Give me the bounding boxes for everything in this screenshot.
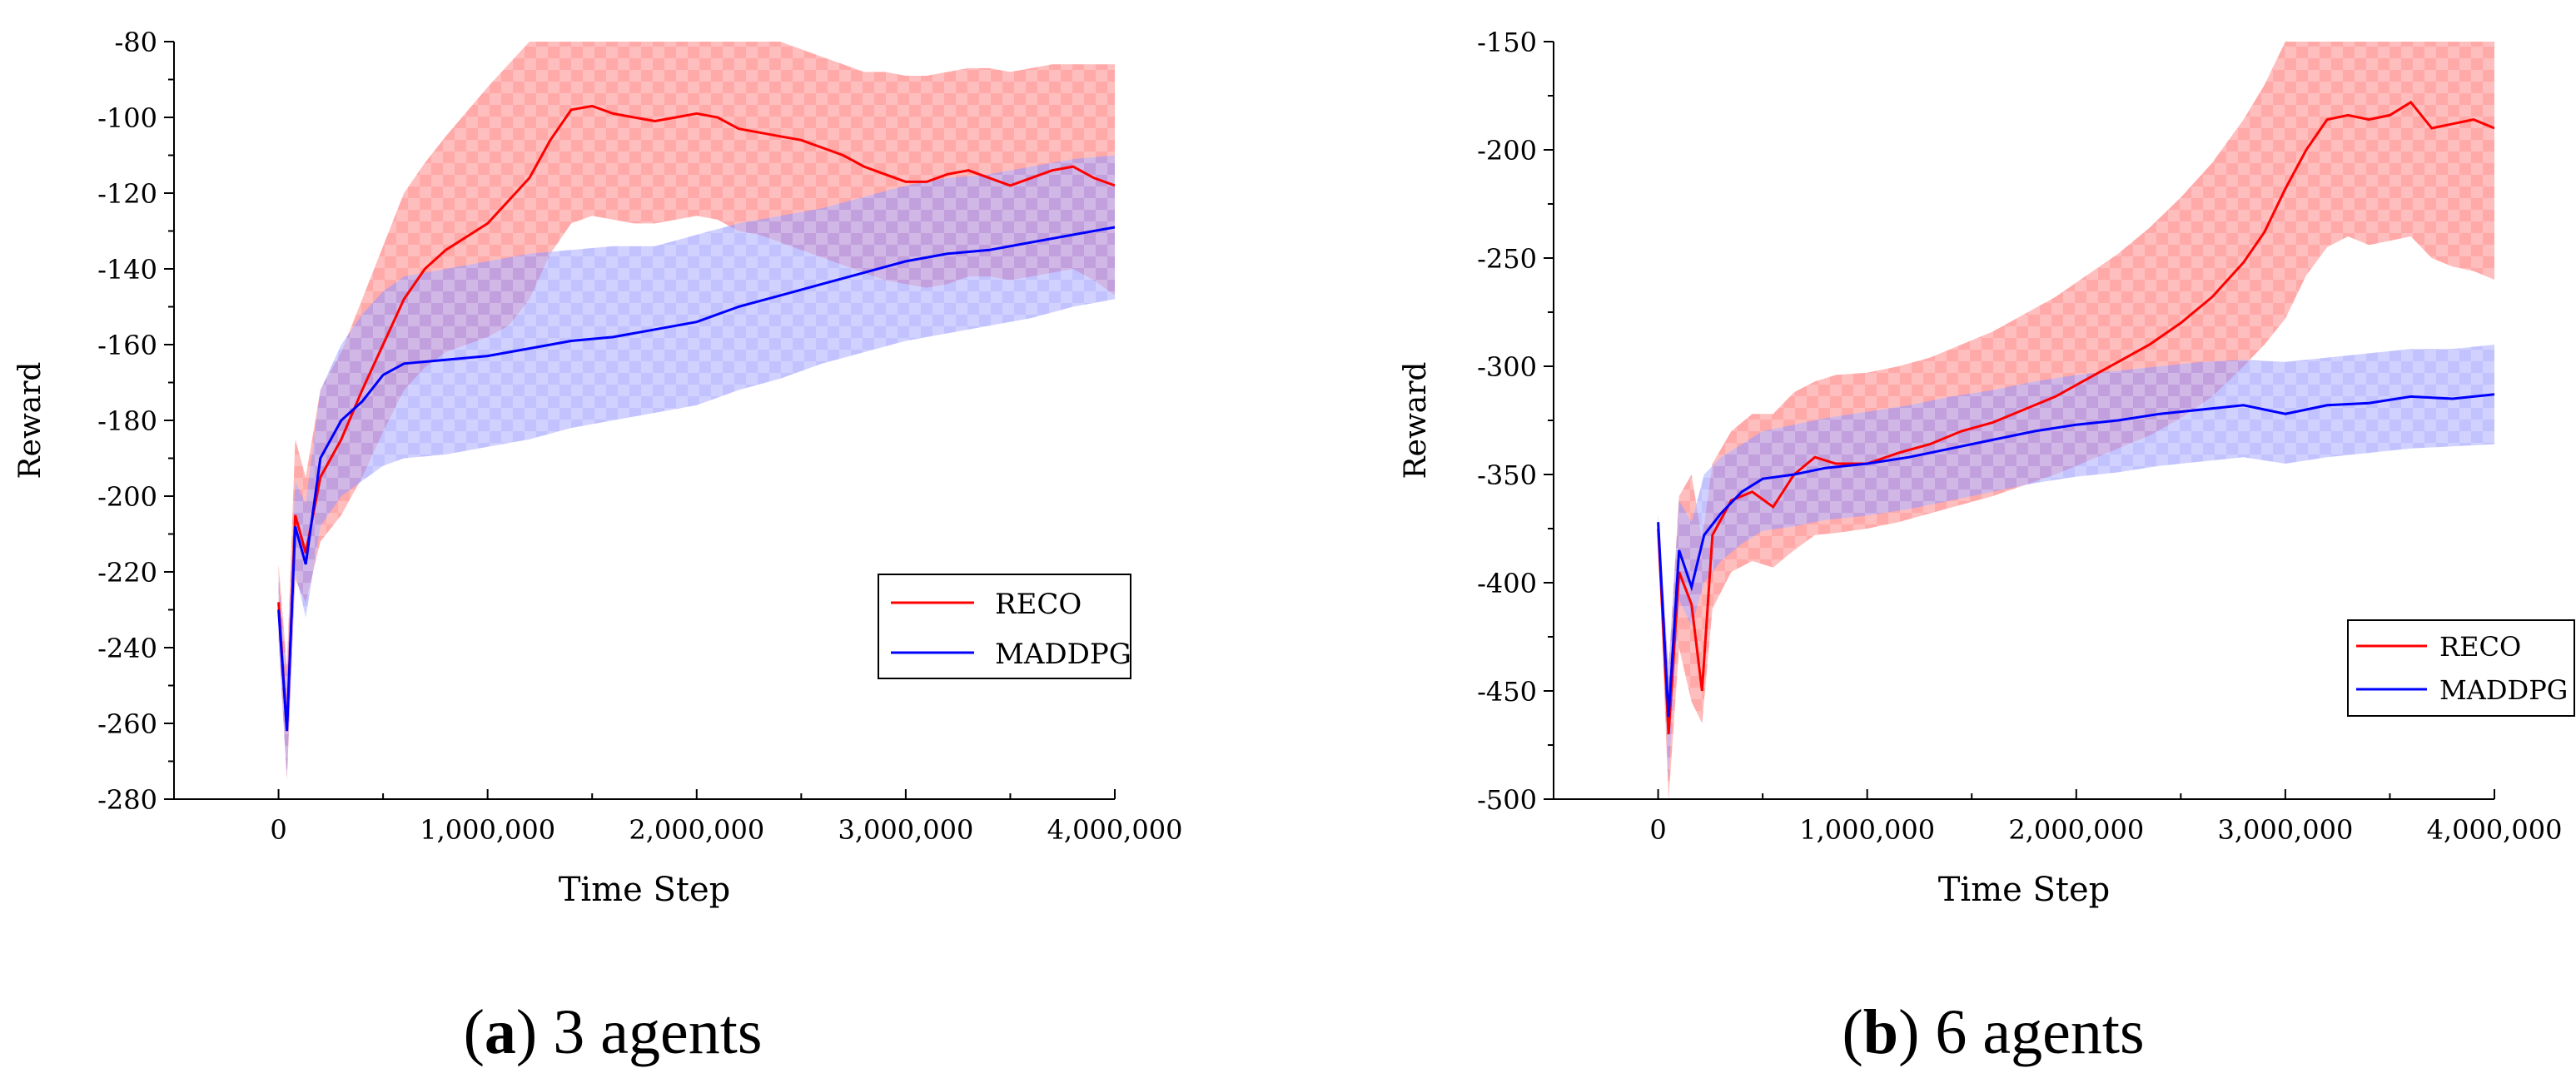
panel-a: -280 -260 -240 -220 -200 -180 -160 -140 -120 -100… [13, 27, 1183, 1067]
panel-b-y-tick-label: -200 [1477, 135, 1537, 166]
panel-b-maddpg-line [1657, 393, 2494, 718]
panel-b-x-ticks: 0 1,000,000 2,000,000 3,000,000 4,000,000 [1553, 789, 2563, 846]
panel-b-x-tick-label: 1,000,000 [1799, 814, 1935, 846]
panel-a-reco-line [277, 104, 1115, 732]
panel-b-x-tick-label: 4,000,000 [2427, 814, 2563, 846]
panel-b-x-tick-label: 2,000,000 [2008, 814, 2144, 846]
panel-a-caption-letter: a [485, 997, 516, 1067]
panel-b-y-ticks: -500 -450 -400 -350 -300 -250 -200 -150 [1477, 27, 1554, 816]
panel-a-x-tick-label: 4,000,000 [1047, 814, 1183, 846]
panel-b-legend-box [2347, 619, 2575, 717]
panel-a-legend-maddpg-label: MADDPG [995, 638, 1131, 671]
panel-b-y-tick-label: -450 [1477, 676, 1537, 708]
panel-a-y-tick-label: -180 [97, 405, 157, 437]
panel-a-y-tick-label: -160 [97, 330, 157, 361]
panel-b-legend: RECO MADDPG [2347, 619, 2575, 717]
panel-a-y-tick-label: -120 [97, 178, 157, 210]
panel-a-xlabel: Time Step [559, 871, 731, 909]
panel-b-reco-line [1657, 100, 2494, 735]
panel-b-y-tick-label: -300 [1477, 351, 1537, 383]
panel-a-y-tick-label: -280 [97, 784, 157, 816]
panel-a-maddpg-band [278, 155, 1115, 777]
panel-b-y-tick-label: -250 [1477, 243, 1537, 275]
panel-a-legend-box [878, 574, 1131, 679]
panel-a-legend: RECO MADDPG [878, 574, 1131, 679]
panel-b-legend-reco-label: RECO [2439, 631, 2521, 663]
panel-b-ylabel: Reward [1399, 362, 1433, 479]
panel-a-y-ticks: -280 -260 -240 -220 -200 -180 -160 -140 -120 -100… [97, 27, 174, 816]
panel-b-x-tick-label: 0 [1649, 814, 1666, 846]
panel-a-caption-text: 3 agents [537, 997, 762, 1067]
panel-a-y-tick-label: -240 [97, 633, 157, 664]
panel-b-maddpg-band [1658, 345, 2494, 777]
panel-a-y-tick-label: -140 [97, 254, 157, 286]
panel-a-x-ticks: 0 1,000,000 2,000,000 3,000,000 4,000,000 [173, 789, 1183, 846]
panel-a-x-tick-label: 0 [270, 814, 286, 846]
panel-b-bands [1658, 42, 2494, 799]
panel-b-legend-maddpg-label: MADDPG [2439, 674, 2568, 706]
panel-a-maddpg-line [277, 226, 1115, 732]
panel-a-x-tick-label: 2,000,000 [629, 814, 764, 846]
panel-a-y-tick-label: -220 [97, 557, 157, 589]
panel-b: -500 -450 -400 -350 -300 -250 -200 -150 0 1,000,… [1399, 27, 2575, 1067]
panel-b-xlabel: Time Step [1938, 871, 2111, 909]
panel-a-y-tick-label: -260 [97, 708, 157, 740]
panel-b-y-tick-label: -350 [1477, 460, 1537, 491]
panel-b-x-tick-label: 3,000,000 [2217, 814, 2353, 846]
panel-a-y-tick-label: -100 [97, 102, 157, 134]
panel-a-bands [278, 42, 1115, 781]
panel-b-y-tick-label: -400 [1477, 568, 1537, 599]
panel-a-x-tick-label: 1,000,000 [420, 814, 555, 846]
panel-a-lines [277, 104, 1115, 732]
panel-b-lines [1657, 100, 2494, 735]
panel-a-y-tick-label: -200 [97, 481, 157, 513]
panel-a-x-tick-label: 3,000,000 [838, 814, 973, 846]
panel-b-caption: (b) 6 agents [1842, 997, 2144, 1067]
panel-b-caption-letter: b [1863, 997, 1898, 1067]
panel-b-y-tick-label: -500 [1477, 784, 1537, 816]
panel-b-caption-text: 6 agents [1919, 997, 2144, 1067]
panel-b-y-tick-label: -150 [1477, 27, 1537, 58]
panel-a-legend-reco-label: RECO [995, 588, 1082, 621]
panel-a-caption: (a) 3 agents [464, 997, 763, 1067]
panel-a-y-tick-label: -80 [114, 27, 157, 58]
panel-a-ylabel: Reward [13, 362, 47, 479]
